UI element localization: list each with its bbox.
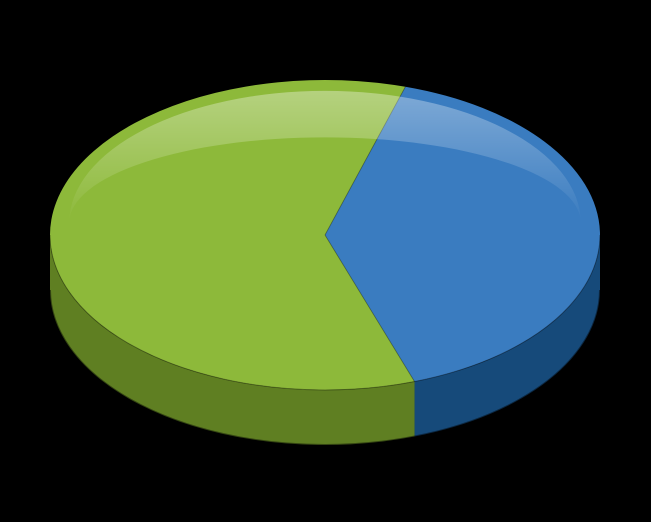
pie-chart-svg (0, 0, 651, 522)
pie-chart-3d (0, 0, 651, 522)
